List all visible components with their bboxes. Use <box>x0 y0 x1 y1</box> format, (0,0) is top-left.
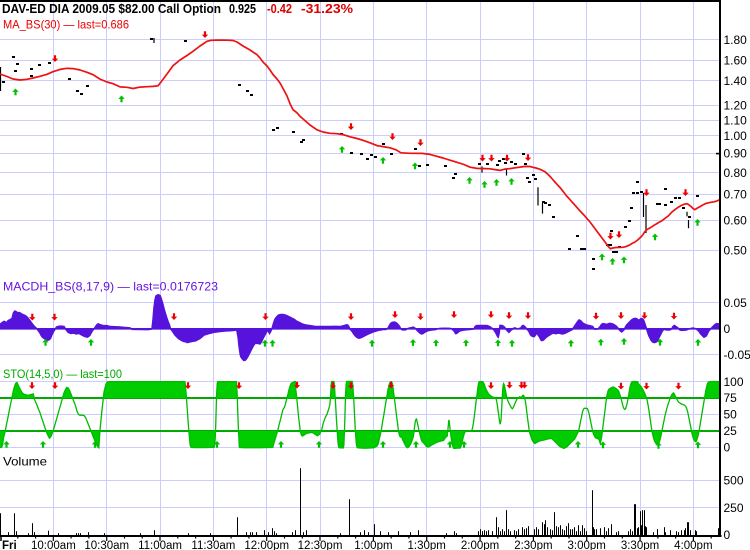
svg-text:250: 250 <box>724 501 744 515</box>
svg-text:DAV-ED DIA 2009.05 $82.00 Call: DAV-ED DIA 2009.05 $82.00 Call Option <box>2 2 221 16</box>
svg-text:Volume: Volume <box>3 455 47 469</box>
svg-text:10:30am: 10:30am <box>84 540 129 550</box>
svg-text:12:00pm: 12:00pm <box>244 540 289 550</box>
svg-text:11:30am: 11:30am <box>191 540 235 550</box>
svg-text:0: 0 <box>724 322 731 336</box>
svg-text:1.00: 1.00 <box>724 129 748 143</box>
svg-text:0: 0 <box>724 441 731 455</box>
svg-text:2:00pm: 2:00pm <box>461 540 499 550</box>
svg-text:0.80: 0.80 <box>724 166 748 180</box>
svg-text:STO(14,5,0) — last=100: STO(14,5,0) — last=100 <box>3 367 122 381</box>
svg-text:25: 25 <box>724 424 738 438</box>
svg-text:1:00pm: 1:00pm <box>354 540 392 550</box>
svg-text:3:00pm: 3:00pm <box>568 540 606 550</box>
svg-text:-0.05: -0.05 <box>724 348 750 362</box>
svg-text:0.50: 0.50 <box>724 244 748 258</box>
svg-text:0.925: 0.925 <box>229 2 256 16</box>
svg-text:1.80: 1.80 <box>724 33 748 47</box>
svg-text:11:00am: 11:00am <box>138 540 182 550</box>
svg-text:10:00am: 10:00am <box>31 540 76 550</box>
svg-text:MACDH_BS(8,17,9) — last=0.0176: MACDH_BS(8,17,9) — last=0.0176723 <box>3 280 218 294</box>
svg-text:1.10: 1.10 <box>724 113 748 127</box>
svg-text:1:30pm: 1:30pm <box>408 540 446 550</box>
svg-text:12:30pm: 12:30pm <box>298 540 343 550</box>
svg-text:3:30pm: 3:30pm <box>621 540 659 550</box>
svg-text:-0.42: -0.42 <box>267 2 292 16</box>
svg-text:MA_BS(30) — last=0.686: MA_BS(30) — last=0.686 <box>3 18 129 32</box>
svg-text:0: 0 <box>724 528 731 542</box>
svg-text:1.20: 1.20 <box>724 99 748 113</box>
svg-text:-31.23%: -31.23% <box>301 2 353 16</box>
svg-text:Fri: Fri <box>2 540 17 550</box>
svg-text:500: 500 <box>724 474 744 488</box>
svg-text:0.70: 0.70 <box>724 187 748 201</box>
svg-text:75: 75 <box>724 391 738 405</box>
svg-text:0.60: 0.60 <box>724 214 748 228</box>
svg-text:0.90: 0.90 <box>724 147 748 161</box>
svg-text:100: 100 <box>724 375 744 389</box>
svg-text:2:30pm: 2:30pm <box>514 540 552 550</box>
svg-text:1.60: 1.60 <box>724 53 748 67</box>
svg-text:1.40: 1.40 <box>724 74 748 88</box>
svg-text:50: 50 <box>724 408 738 422</box>
svg-text:4:00pm: 4:00pm <box>674 540 712 550</box>
svg-text:0.05: 0.05 <box>724 296 748 310</box>
